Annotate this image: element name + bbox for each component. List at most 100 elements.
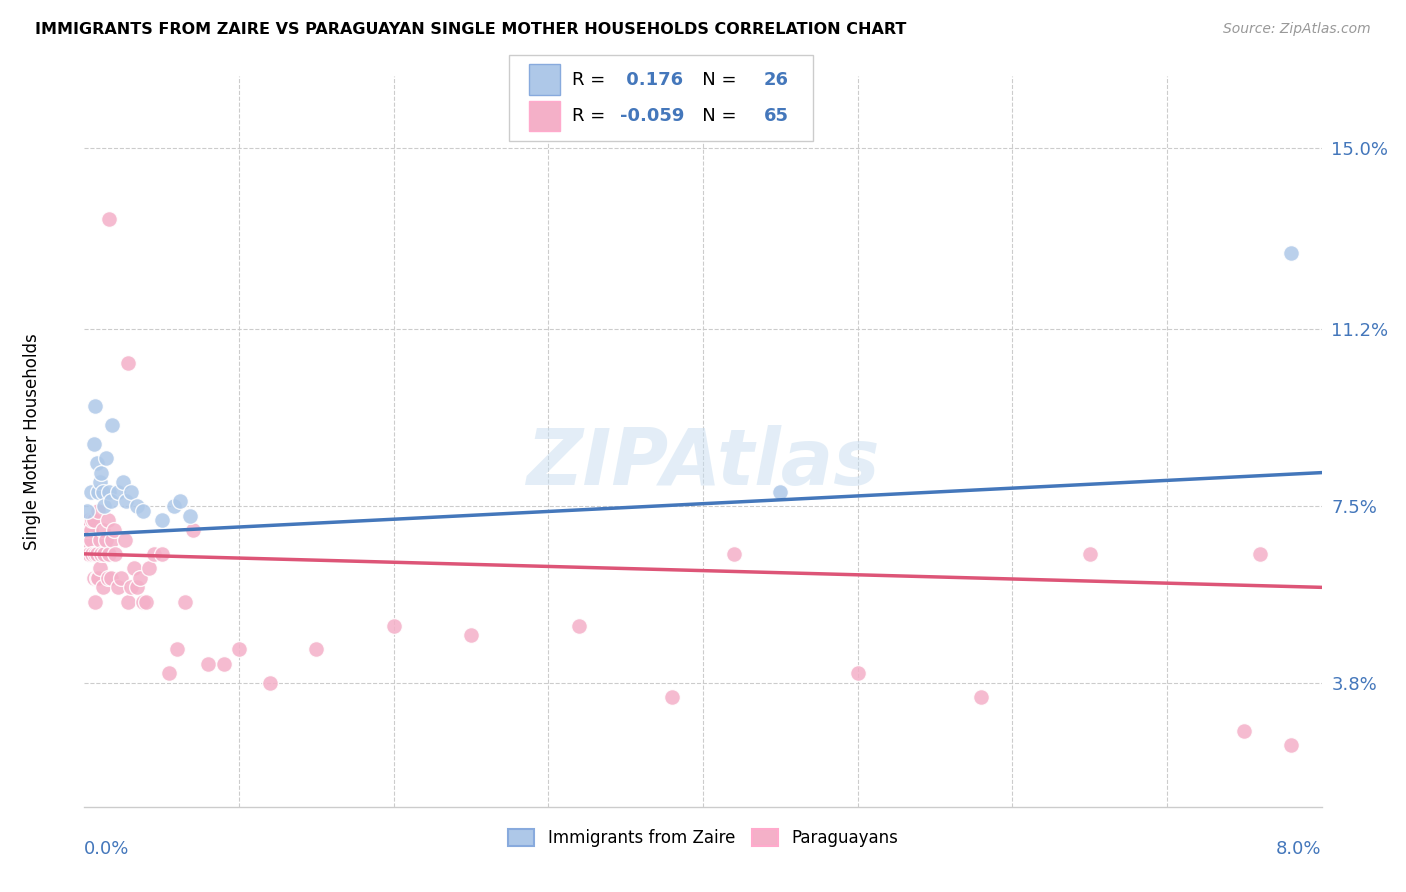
Text: R =: R = — [572, 107, 612, 125]
Point — [87, 484, 110, 499]
Point — [76, 504, 98, 518]
Point — [112, 475, 135, 490]
Text: Source: ZipAtlas.com: Source: ZipAtlas.com — [1223, 22, 1371, 37]
Point — [89, 561, 111, 575]
Point — [84, 547, 107, 561]
Point — [93, 547, 115, 561]
Point — [132, 504, 155, 518]
Point — [568, 618, 591, 632]
Point — [94, 533, 117, 547]
Point — [117, 356, 139, 370]
Point — [94, 451, 117, 466]
Point — [75, 533, 97, 547]
Point — [305, 642, 328, 657]
Point — [104, 547, 127, 561]
Point — [96, 571, 118, 585]
Point — [87, 571, 110, 585]
Point — [82, 513, 104, 527]
Point — [122, 561, 145, 575]
Point — [114, 533, 136, 547]
Point — [1233, 723, 1256, 738]
Point — [89, 475, 111, 490]
Point — [120, 580, 142, 594]
Point — [150, 513, 173, 527]
Point — [129, 571, 152, 585]
Point — [769, 484, 792, 499]
Point — [76, 523, 98, 537]
Point — [174, 595, 197, 609]
Point — [98, 547, 121, 561]
Point — [96, 513, 118, 527]
Point — [382, 618, 405, 632]
Text: ZIPAtlas: ZIPAtlas — [526, 425, 880, 501]
Point — [86, 456, 108, 470]
Point — [163, 499, 186, 513]
Point — [90, 466, 112, 480]
Point — [970, 690, 993, 705]
Point — [82, 547, 104, 561]
Point — [1078, 547, 1101, 561]
Point — [101, 533, 124, 547]
Point — [179, 508, 201, 523]
Text: 26: 26 — [763, 70, 789, 88]
Point — [79, 484, 101, 499]
Point — [107, 580, 129, 594]
Point — [93, 499, 115, 513]
Point — [86, 571, 108, 585]
Point — [143, 547, 166, 561]
Point — [159, 666, 180, 681]
Text: 8.0%: 8.0% — [1277, 840, 1322, 858]
Text: 0.176: 0.176 — [620, 70, 683, 88]
Point — [846, 666, 869, 681]
Point — [166, 642, 188, 657]
Point — [259, 676, 281, 690]
Text: -0.059: -0.059 — [620, 107, 685, 125]
Point — [120, 484, 142, 499]
Point — [135, 595, 157, 609]
Point — [107, 484, 129, 499]
Text: R =: R = — [572, 70, 612, 88]
Point — [91, 523, 114, 537]
Point — [83, 571, 105, 585]
Point — [98, 484, 121, 499]
Point — [1279, 245, 1302, 260]
Point — [1279, 738, 1302, 752]
Point — [132, 595, 155, 609]
Text: IMMIGRANTS FROM ZAIRE VS PARAGUAYAN SINGLE MOTHER HOUSEHOLDS CORRELATION CHART: IMMIGRANTS FROM ZAIRE VS PARAGUAYAN SING… — [35, 22, 907, 37]
Point — [77, 547, 100, 561]
Text: 0.0%: 0.0% — [84, 840, 129, 858]
Point — [103, 523, 125, 537]
Point — [79, 523, 101, 537]
Point — [661, 690, 683, 705]
Point — [228, 642, 250, 657]
Point — [169, 494, 191, 508]
Point — [91, 580, 114, 594]
Point — [100, 494, 122, 508]
Point — [197, 657, 219, 671]
Point — [125, 580, 148, 594]
Point — [138, 561, 160, 575]
Legend: Immigrants from Zaire, Paraguayans: Immigrants from Zaire, Paraguayans — [501, 822, 905, 854]
Text: Single Mother Households: Single Mother Households — [24, 334, 41, 549]
Point — [460, 628, 482, 642]
Point — [77, 513, 100, 527]
Point — [117, 595, 139, 609]
Point — [87, 504, 110, 518]
Point — [84, 399, 107, 413]
Point — [100, 571, 122, 585]
Point — [84, 595, 107, 609]
Point — [150, 547, 173, 561]
Point — [125, 499, 148, 513]
Point — [212, 657, 235, 671]
Point — [101, 417, 124, 432]
Point — [90, 547, 112, 561]
Text: N =: N = — [685, 107, 742, 125]
Point — [91, 484, 114, 499]
Point — [89, 533, 111, 547]
Text: 65: 65 — [763, 107, 789, 125]
Point — [1249, 547, 1271, 561]
Text: N =: N = — [685, 70, 742, 88]
Point — [181, 523, 204, 537]
Point — [110, 571, 132, 585]
Point — [83, 513, 105, 527]
